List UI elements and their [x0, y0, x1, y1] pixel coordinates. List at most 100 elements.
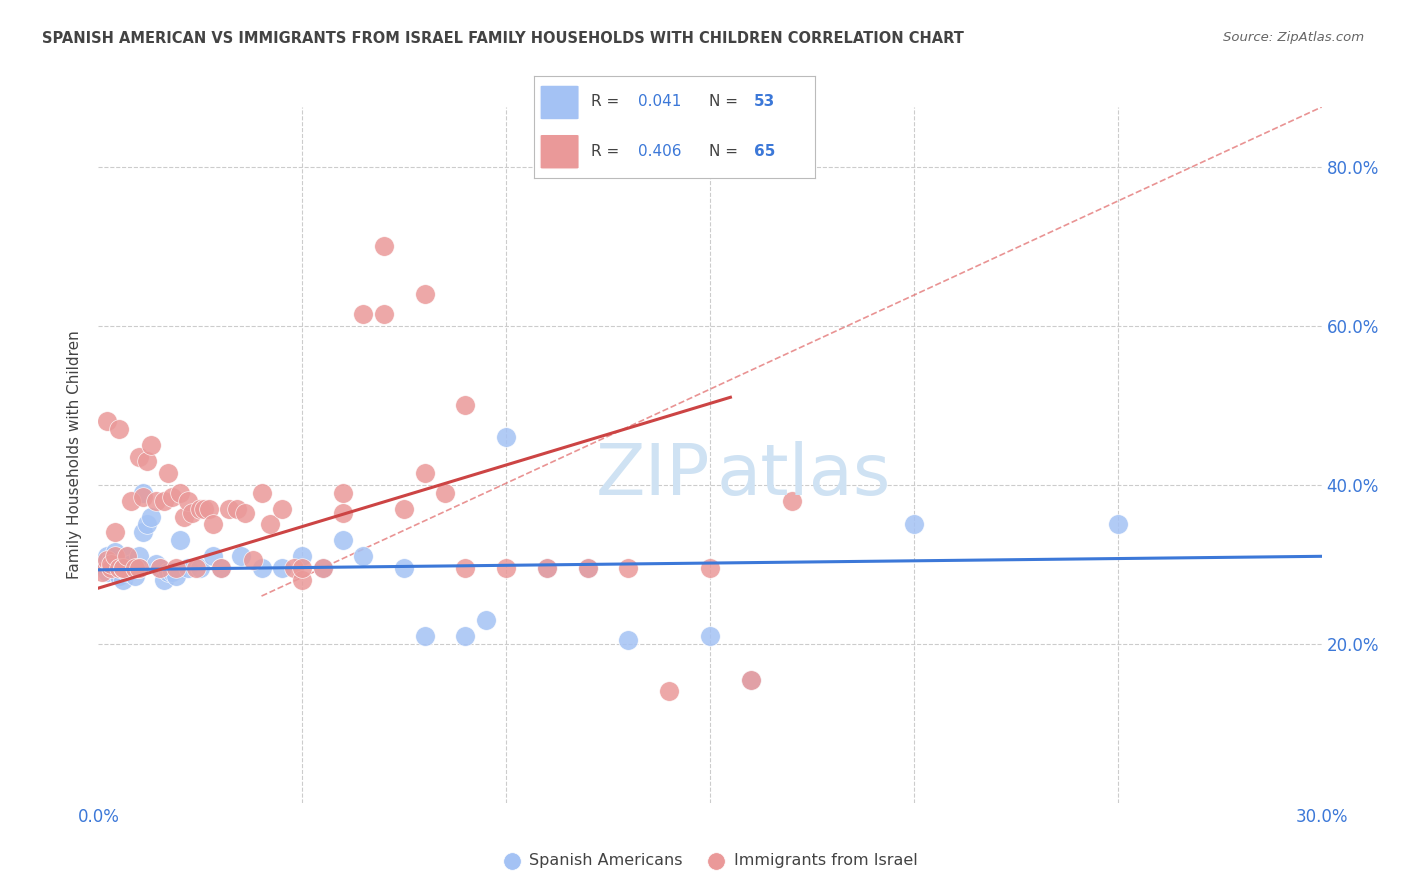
- Point: [226, 501, 249, 516]
- Point: [617, 632, 640, 647]
- Point: [699, 629, 721, 643]
- Point: [250, 561, 273, 575]
- Point: [495, 561, 517, 575]
- Point: [186, 561, 208, 575]
- Point: [108, 422, 131, 436]
- Point: [270, 501, 294, 516]
- Point: [617, 561, 640, 575]
- Point: [312, 561, 335, 575]
- Point: [209, 561, 232, 575]
- Point: [352, 307, 374, 321]
- Y-axis label: Family Households with Children: Family Households with Children: [67, 331, 83, 579]
- Point: [108, 561, 131, 575]
- Point: [903, 517, 925, 532]
- Point: [100, 553, 122, 567]
- Point: [91, 558, 114, 572]
- Point: [165, 561, 187, 575]
- Point: [100, 561, 122, 575]
- Point: [104, 525, 127, 540]
- Text: R =: R =: [591, 95, 624, 110]
- Point: [658, 684, 681, 698]
- Point: [413, 286, 436, 301]
- Point: [96, 553, 118, 567]
- Text: 0.041: 0.041: [638, 95, 682, 110]
- Text: atlas: atlas: [716, 442, 890, 510]
- Point: [111, 573, 134, 587]
- Point: [209, 561, 232, 575]
- Point: [392, 501, 416, 516]
- Point: [132, 525, 155, 540]
- Point: [132, 485, 155, 500]
- Point: [242, 553, 264, 567]
- Point: [454, 561, 477, 575]
- Point: [128, 450, 150, 464]
- Point: [1107, 517, 1129, 532]
- Point: [136, 454, 159, 468]
- Legend: Spanish Americans, Immigrants from Israel: Spanish Americans, Immigrants from Israe…: [496, 847, 924, 875]
- Point: [115, 565, 138, 579]
- Point: [149, 561, 172, 575]
- Point: [218, 501, 240, 516]
- Point: [160, 490, 183, 504]
- Point: [576, 561, 599, 575]
- Point: [96, 414, 118, 428]
- Point: [291, 573, 314, 587]
- Point: [145, 493, 167, 508]
- Point: [104, 545, 127, 559]
- Point: [169, 485, 191, 500]
- Point: [120, 493, 142, 508]
- Point: [111, 561, 134, 575]
- Point: [740, 673, 762, 687]
- Point: [188, 561, 212, 575]
- Point: [197, 501, 219, 516]
- Point: [474, 613, 498, 627]
- Point: [96, 549, 118, 564]
- Point: [536, 561, 558, 575]
- Point: [100, 558, 122, 572]
- Point: [104, 549, 127, 564]
- Text: 0.406: 0.406: [638, 144, 682, 159]
- Point: [115, 549, 138, 564]
- Point: [128, 561, 150, 575]
- Point: [291, 549, 314, 564]
- Point: [181, 506, 204, 520]
- Point: [152, 573, 174, 587]
- Point: [156, 466, 179, 480]
- Point: [145, 558, 167, 572]
- Text: ZIP: ZIP: [596, 442, 710, 510]
- Text: N =: N =: [709, 144, 742, 159]
- Text: Source: ZipAtlas.com: Source: ZipAtlas.com: [1223, 31, 1364, 45]
- Point: [434, 485, 457, 500]
- Text: SPANISH AMERICAN VS IMMIGRANTS FROM ISRAEL FAMILY HOUSEHOLDS WITH CHILDREN CORRE: SPANISH AMERICAN VS IMMIGRANTS FROM ISRA…: [42, 31, 965, 46]
- Point: [132, 490, 155, 504]
- Point: [128, 561, 150, 575]
- Point: [149, 561, 172, 575]
- Point: [111, 558, 134, 572]
- Point: [259, 517, 281, 532]
- Point: [124, 561, 146, 575]
- Point: [291, 561, 314, 575]
- Point: [91, 565, 114, 579]
- Point: [169, 533, 191, 548]
- Point: [120, 561, 142, 575]
- Point: [100, 561, 122, 575]
- Point: [193, 501, 215, 516]
- Point: [96, 565, 118, 579]
- Point: [373, 307, 395, 321]
- Point: [270, 561, 294, 575]
- Point: [201, 549, 224, 564]
- Point: [352, 549, 374, 564]
- Text: N =: N =: [709, 95, 742, 110]
- Point: [201, 517, 224, 532]
- Point: [124, 561, 146, 575]
- Point: [156, 565, 179, 579]
- Point: [780, 493, 803, 508]
- FancyBboxPatch shape: [540, 85, 579, 120]
- Point: [699, 561, 721, 575]
- Point: [165, 569, 187, 583]
- Point: [413, 466, 436, 480]
- Point: [173, 509, 195, 524]
- Text: 65: 65: [754, 144, 775, 159]
- Point: [454, 398, 477, 412]
- Point: [177, 561, 200, 575]
